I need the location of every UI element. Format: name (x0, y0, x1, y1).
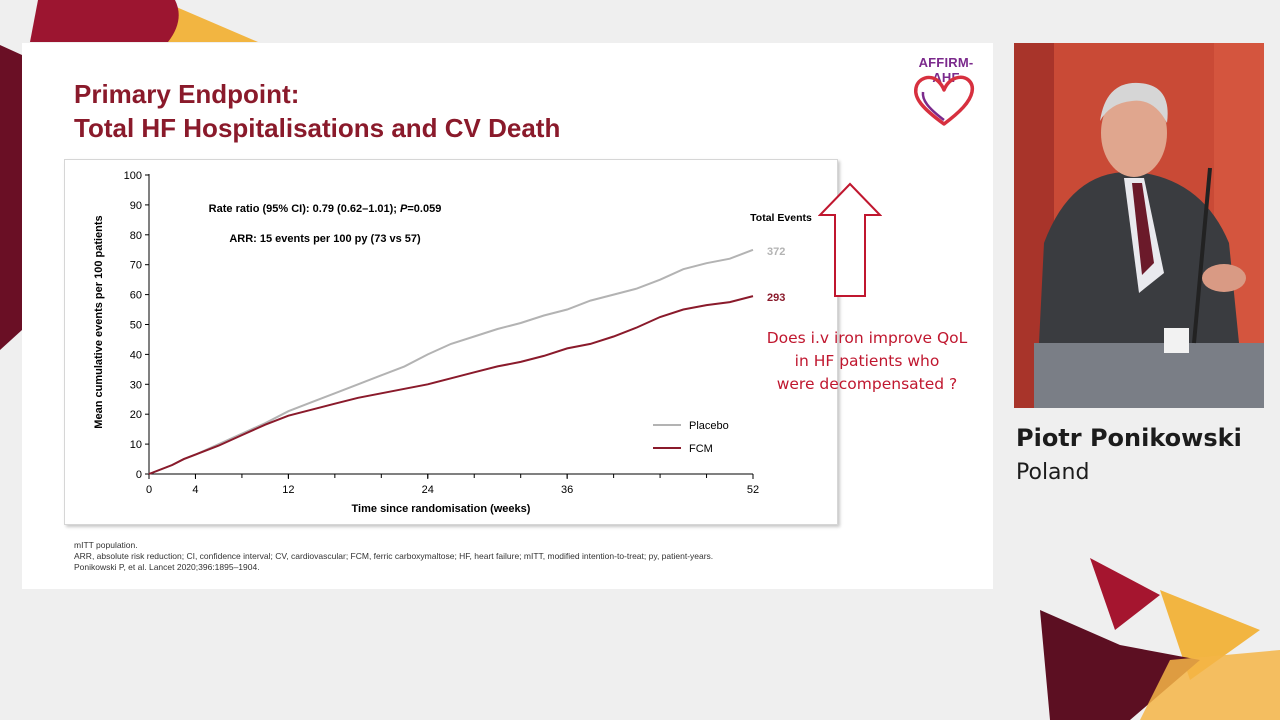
y-tick-label: 80 (130, 230, 142, 242)
y-tick-label: 100 (124, 170, 142, 182)
chart-panel: 0 10 20 30 40 50 60 70 80 90 100 0 4 12 24 36 52 Mean cu… (64, 159, 838, 525)
y-tick-label: 0 (136, 469, 142, 481)
y-tick-label: 50 (130, 320, 142, 332)
speaker-country: Poland (1016, 460, 1090, 485)
chart: 0 10 20 30 40 50 60 70 80 90 100 0 4 12 24 36 52 Mean cu… (93, 170, 812, 515)
y-tick-label: 20 (130, 409, 142, 421)
footnote-line: mITT population. (74, 540, 138, 550)
x-axis-label: Time since randomisation (weeks) (352, 503, 531, 515)
y-tick-label: 90 (130, 200, 142, 212)
slide-title: Primary Endpoint: Total HF Hospitalisati… (74, 77, 560, 145)
callout-question: Does i.v iron improve QoL in HF patients… (752, 327, 982, 396)
y-tick-label: 30 (130, 379, 142, 391)
footnote-line: Ponikowski P, et al. Lancet 2020;396:189… (74, 562, 260, 572)
title-line-2: Total HF Hospitalisations and CV Death (74, 113, 561, 143)
top-left-decoration (0, 0, 258, 350)
title-line-1: Primary Endpoint: (74, 79, 300, 109)
x-tick-label: 4 (192, 484, 198, 496)
callout-line: Does i.v iron improve QoL (766, 329, 968, 347)
x-tick-label: 0 (146, 484, 152, 496)
footnote-line: ARR, absolute risk reduction; CI, confid… (74, 551, 714, 561)
legend-label: FCM (689, 443, 713, 455)
bottom-right-decoration (1040, 558, 1280, 720)
up-arrow-icon (818, 182, 882, 297)
arr-annotation: ARR: 15 events per 100 py (73 vs 57) (229, 233, 421, 245)
heart-icon (913, 75, 975, 126)
x-tick-label: 12 (282, 484, 294, 496)
rate-ratio-annotation: Rate ratio (95% CI): 0.79 (0.62–1.01); P… (209, 203, 442, 215)
series-line-fcm (148, 295, 754, 475)
callout-line: were decompensated ? (776, 375, 958, 393)
footnotes: mITT population. ARR, absolute risk redu… (74, 540, 954, 573)
slide: Primary Endpoint: Total HF Hospitalisati… (22, 43, 993, 589)
y-axis-label: Mean cumulative events per 100 patients (93, 215, 105, 428)
speaker-figure (1014, 43, 1264, 408)
speaker-name: Piotr Ponikowski (1016, 424, 1242, 452)
y-tick-label: 60 (130, 290, 142, 302)
legend: Placebo FCM (653, 420, 729, 455)
y-tick-label: 40 (130, 349, 142, 361)
series-line-placebo (148, 248, 754, 475)
total-events-value-fcm: 293 (767, 292, 785, 304)
x-tick-label: 24 (422, 484, 434, 496)
legend-label: Placebo (689, 420, 729, 432)
x-tick-label: 36 (561, 484, 573, 496)
y-tick-label: 10 (130, 439, 142, 451)
y-tick-label: 70 (130, 260, 142, 272)
callout-line: in HF patients who (794, 352, 940, 370)
total-events-label: Total Events (750, 212, 812, 224)
total-events-value-placebo: 372 (767, 246, 785, 258)
speaker-video (1014, 43, 1264, 408)
x-tick-label: 52 (747, 484, 759, 496)
